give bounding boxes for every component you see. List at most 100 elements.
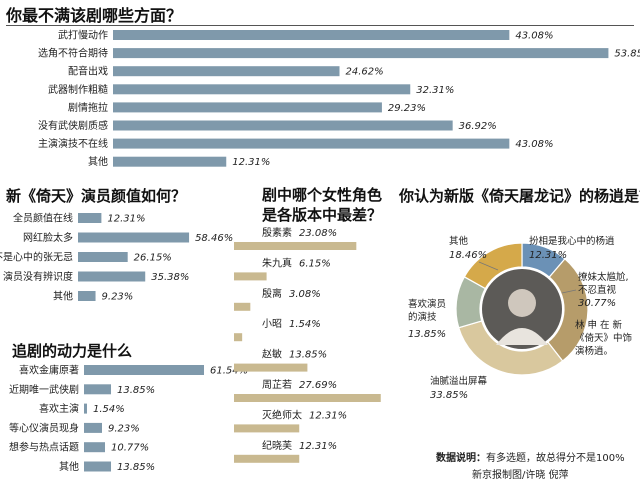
c4-slice bbox=[463, 242, 523, 290]
c3-category-label: 周芷若 bbox=[262, 378, 292, 391]
c0-category-label: 没有武侠剧质感 bbox=[38, 119, 108, 132]
q4-title-line1: 剧中哪个女性角色 bbox=[262, 186, 383, 204]
q5-title: 你认为新版《倚天屠龙记》的杨逍是？ bbox=[399, 187, 640, 205]
c3-value-label: 13.85% bbox=[289, 350, 327, 361]
pie-label-cap1: 林 申 在 新 bbox=[575, 319, 623, 331]
pie-label-other_pct: 18.46% bbox=[449, 250, 487, 261]
pie-label-other: 其他 bbox=[449, 235, 469, 247]
c1-value-label: 58.46% bbox=[195, 233, 233, 244]
c3-category-label: 小昭 bbox=[262, 318, 282, 330]
c0-value-label: 43.08% bbox=[515, 139, 553, 150]
c1-value-label: 26.15% bbox=[134, 253, 172, 264]
c0-bar bbox=[113, 120, 453, 131]
c1-category-label: 不是心中的张无忌 bbox=[0, 251, 73, 264]
pie-label-seg2a: 撩妹太尴尬, bbox=[578, 271, 629, 283]
c0-category-label: 武打慢动作 bbox=[58, 29, 108, 42]
c3-category-label: 纪晓芙 bbox=[262, 439, 292, 452]
c3-category-label: 殷离 bbox=[262, 287, 282, 300]
pie-label-seg1_pct: 12.31% bbox=[529, 250, 567, 261]
c1-bar bbox=[78, 252, 128, 262]
c0-bar bbox=[113, 66, 340, 77]
q3-title: 追剧的动力是什么 bbox=[12, 342, 133, 360]
c0-category-label: 选角不符合期待 bbox=[38, 47, 108, 60]
c3-category-label: 朱九真 bbox=[262, 256, 292, 269]
c0-value-label: 32.31% bbox=[416, 85, 454, 96]
c3-bar bbox=[234, 333, 243, 342]
pie-label-seg1: 扮相是我心中的杨逍 bbox=[529, 235, 615, 247]
c0-category-label: 剧情拖拉 bbox=[68, 101, 108, 114]
c0-category-label: 配音出戏 bbox=[68, 65, 108, 78]
c3-bar bbox=[234, 272, 267, 281]
c3-bar bbox=[234, 424, 300, 433]
c2-category-label: 喜欢金庸原著 bbox=[19, 364, 79, 377]
c0-category-label: 主演演技不在线 bbox=[38, 137, 108, 150]
c2-value-label: 13.85% bbox=[117, 385, 155, 396]
pie-label-cap2: 《倚天》中饰 bbox=[575, 332, 632, 344]
c3-value-label: 6.15% bbox=[299, 258, 331, 269]
pie-label-seg2b: 不忍直视 bbox=[578, 284, 617, 296]
c0-category-label: 武器制作粗糙 bbox=[48, 83, 108, 96]
c3-category-label: 殷素素 bbox=[262, 226, 292, 239]
c3-bar bbox=[234, 394, 381, 402]
c1-value-label: 35.38% bbox=[151, 272, 189, 283]
c1-value-label: 12.31% bbox=[107, 214, 145, 225]
c3-bar bbox=[234, 302, 251, 311]
pie-label-seg5a: 喜欢演员 bbox=[408, 298, 446, 310]
c0-value-label: 29.23% bbox=[388, 103, 426, 114]
footnote: 数据说明：有多选题，故总得分不是100% bbox=[436, 449, 625, 464]
portrait-face bbox=[508, 289, 536, 317]
c3-category-label: 赵敏 bbox=[262, 348, 282, 361]
c3-value-label: 12.31% bbox=[309, 410, 347, 421]
c2-bar bbox=[84, 461, 112, 472]
c1-category-label: 其他 bbox=[53, 290, 73, 303]
pie-label-seg4: 油腻溢出屏幕 bbox=[430, 375, 488, 387]
c1-category-label: 网红脸太多 bbox=[23, 231, 73, 244]
footnote-label: 数据说明： bbox=[436, 453, 486, 464]
c0-bar bbox=[113, 156, 227, 167]
c2-value-label: 13.85% bbox=[117, 462, 155, 473]
c2-bar bbox=[84, 442, 106, 453]
c2-bar bbox=[84, 422, 102, 433]
q2-title: 新《倚天》演员颜值如何？ bbox=[6, 187, 187, 205]
c0-bar bbox=[113, 48, 609, 59]
c0-value-label: 24.62% bbox=[346, 67, 384, 78]
c1-value-label: 9.23% bbox=[102, 292, 134, 303]
c1-bar bbox=[78, 232, 190, 243]
c3-value-label: 23.08% bbox=[299, 228, 337, 239]
c0-value-label: 36.92% bbox=[459, 121, 497, 132]
c2-category-label: 喜欢主演 bbox=[39, 402, 79, 415]
c2-category-label: 想参与热点话题 bbox=[9, 441, 79, 454]
c0-value-label: 12.31% bbox=[232, 157, 270, 168]
c2-value-label: 9.23% bbox=[108, 423, 140, 434]
c3-value-label: 27.69% bbox=[299, 380, 337, 391]
c2-bar bbox=[84, 403, 88, 414]
pie-label-seg4_pct: 33.85% bbox=[430, 390, 468, 401]
c3-value-label: 3.08% bbox=[289, 289, 321, 300]
q4-title: 剧中哪个女性角色 是各版本中最差？ bbox=[262, 185, 382, 225]
c3-value-label: 12.31% bbox=[299, 441, 337, 452]
pie-leader-line bbox=[478, 261, 499, 271]
c2-value-label: 61.54% bbox=[210, 366, 248, 377]
c1-bar bbox=[78, 291, 96, 301]
c3-bar bbox=[234, 242, 357, 250]
c2-bar bbox=[84, 384, 112, 395]
c3-value-label: 1.54% bbox=[289, 319, 321, 330]
c2-category-label: 等心仪演员现身 bbox=[9, 421, 79, 434]
c0-category-label: 其他 bbox=[88, 155, 108, 168]
c2-category-label: 近期唯一武侠剧 bbox=[9, 383, 79, 396]
c1-bar bbox=[78, 213, 102, 223]
c0-bar bbox=[113, 84, 411, 95]
pie-label-seg5_pct: 13.85% bbox=[408, 329, 446, 340]
c2-value-label: 10.77% bbox=[111, 443, 149, 454]
c0-bar bbox=[113, 138, 510, 149]
c3-bar bbox=[234, 454, 300, 463]
pie-label-seg2_pct: 30.77% bbox=[578, 298, 616, 309]
c1-category-label: 演员没有辨识度 bbox=[3, 270, 73, 283]
c2-value-label: 1.54% bbox=[93, 404, 125, 415]
portrait-robe bbox=[496, 328, 548, 345]
pie-label-cap3: 演杨逍。 bbox=[575, 345, 613, 357]
q1-title: 你最不满该剧哪些方面？ bbox=[6, 6, 183, 25]
q4-title-line2: 是各版本中最差？ bbox=[262, 206, 383, 224]
q1-divider bbox=[6, 25, 634, 26]
c2-category-label: 其他 bbox=[59, 460, 79, 473]
